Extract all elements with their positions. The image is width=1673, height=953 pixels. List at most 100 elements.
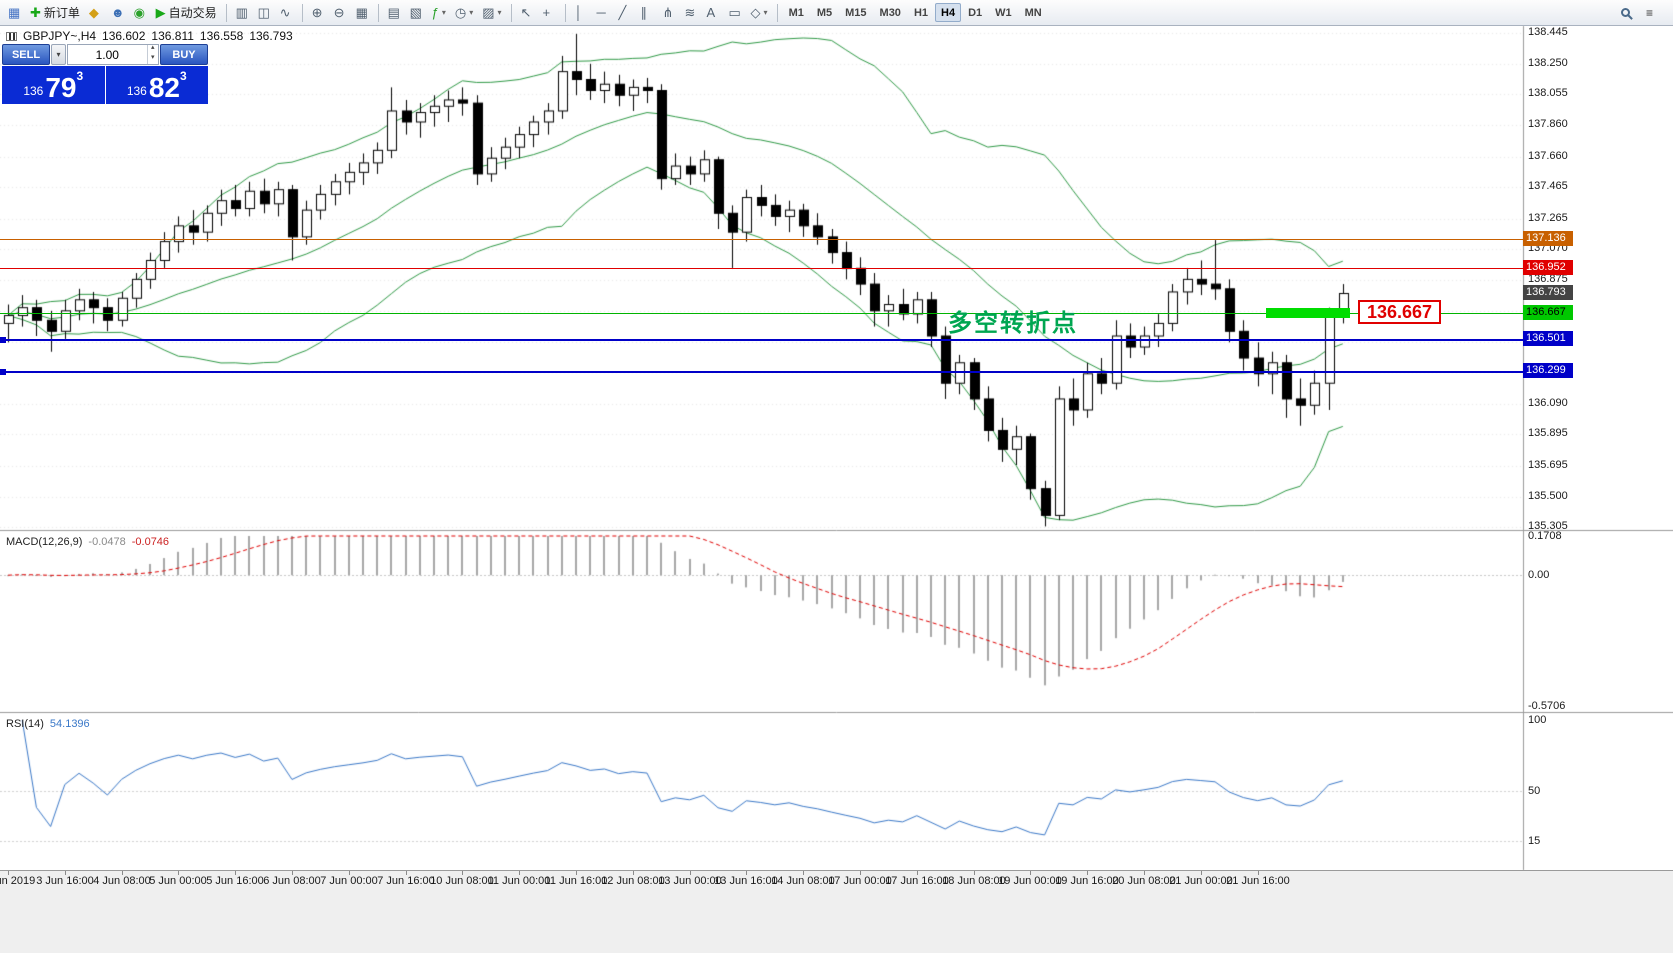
timeframe-d1-button[interactable]: D1	[962, 3, 988, 22]
time-axis-label: 21 Jun 00:00	[1169, 875, 1233, 887]
zoom-in-button[interactable]: ⊕	[308, 2, 329, 23]
new-order-button[interactable]: ✚ 新订单	[26, 2, 84, 23]
horizontal-line-136-667[interactable]	[0, 313, 1523, 314]
line-handle[interactable]	[0, 337, 6, 343]
timeframe-m5-button[interactable]: M5	[811, 3, 838, 22]
timeframe-m15-button[interactable]: M15	[839, 3, 872, 22]
time-tick	[235, 871, 236, 875]
menu-button[interactable]: ≡	[1642, 2, 1663, 23]
market-button[interactable]: ◉	[130, 2, 151, 23]
auto-scroll-icon: ▤	[387, 5, 400, 20]
buy-price-pipette: 3	[180, 69, 187, 83]
rsi-indicator-label: RSI(14) 54.1396	[6, 718, 90, 730]
buy-price-display[interactable]: 136 82 3	[105, 66, 208, 104]
bar-chart-type-button[interactable]: ▥	[232, 2, 253, 23]
rsi-name: RSI(14)	[6, 718, 44, 730]
label-button[interactable]: ▭	[725, 2, 746, 23]
price-axis[interactable]	[1523, 26, 1673, 870]
timeframe-w1-button[interactable]: W1	[989, 3, 1018, 22]
time-axis-label: 7 Jun 16:00	[377, 875, 435, 887]
indicators-button[interactable]: ƒ ▾	[428, 2, 450, 23]
periods-button[interactable]: ◷ ▾	[451, 2, 477, 23]
horizontal-line-136-299[interactable]	[0, 371, 1523, 373]
candlestick-chart-type-icon: ◫	[257, 5, 270, 20]
timeframe-h1-button[interactable]: H1	[908, 3, 934, 22]
vertical-line-button[interactable]: │	[571, 2, 592, 23]
time-tick	[690, 871, 691, 875]
time-axis-label: 3 Jun 16:00	[36, 875, 94, 887]
community-button[interactable]: ☻	[107, 2, 129, 23]
time-axis-label: 17 Jun 00:00	[828, 875, 892, 887]
volume-input[interactable]	[68, 45, 147, 64]
chart-annotation-text[interactable]: 多空转折点	[948, 310, 1078, 337]
new-chart-button[interactable]: ▦	[4, 2, 25, 23]
sell-price-prefix: 136	[23, 84, 44, 98]
search-icon	[1621, 8, 1630, 17]
search-button[interactable]	[1617, 2, 1638, 23]
pitchfork-icon: ⋔	[662, 5, 674, 20]
trendline-button[interactable]: ╱	[615, 2, 636, 23]
sell-price-display[interactable]: 136 79 3	[2, 66, 105, 104]
fibonacci-icon: ≋	[684, 5, 696, 20]
rsi-value: 54.1396	[49, 718, 90, 730]
buy-price-prefix: 136	[126, 84, 147, 98]
time-axis-label: 6 Jun 08:00	[263, 875, 321, 887]
timeframe-m30-button[interactable]: M30	[874, 3, 907, 22]
timeframe-mn-button[interactable]: MN	[1019, 3, 1048, 22]
zoom-out-button[interactable]: ⊖	[330, 2, 351, 23]
toolbar-separator	[301, 3, 303, 22]
fibonacci-button[interactable]: ≋	[681, 2, 702, 23]
time-tick	[1087, 871, 1088, 875]
sell-button[interactable]: SELL	[2, 44, 50, 65]
timeframe-h4-button[interactable]: H4	[935, 3, 962, 22]
alerts-button[interactable]: ◆	[85, 2, 106, 23]
pitchfork-button[interactable]: ⋔	[659, 2, 680, 23]
auto-trading-button[interactable]: ▶ 自动交易	[152, 2, 221, 23]
time-tick	[974, 871, 975, 875]
ohlc-low: 136.558	[199, 29, 244, 43]
community-icon: ☻	[110, 5, 125, 20]
toolbar-separator	[377, 3, 379, 22]
text-button[interactable]: A	[703, 2, 724, 23]
volume-stepper: ▴ ▾	[146, 44, 158, 64]
caret-down-icon: ▾	[497, 8, 502, 17]
cursor-button[interactable]: ↖	[517, 2, 538, 23]
market-icon: ◉	[133, 5, 145, 20]
horizontal-line-136-501[interactable]	[0, 339, 1523, 341]
horizontal-line-137-136[interactable]	[0, 239, 1523, 240]
price-axis-label: 135.695	[1528, 458, 1568, 471]
tile-windows-button[interactable]: ▦	[352, 2, 373, 23]
time-tick	[349, 871, 350, 875]
auto-scroll-button[interactable]: ▤	[384, 2, 405, 23]
templates-button[interactable]: ▨ ▾	[478, 2, 505, 23]
horizontal-line-button[interactable]: ─	[593, 2, 614, 23]
new-chart-icon: ▦	[8, 5, 21, 20]
crosshair-icon: +	[542, 5, 551, 20]
macd-indicator-label: MACD(12,26,9) -0.0478 -0.0746	[6, 536, 169, 548]
line-handle[interactable]	[0, 369, 6, 375]
price-callout-label[interactable]: 136.667	[1358, 300, 1442, 324]
timeframe-m1-button[interactable]: M1	[783, 3, 810, 22]
shapes-button[interactable]: ◇ ▾	[747, 2, 772, 23]
volume-up-icon[interactable]: ▴	[151, 44, 155, 51]
candlestick-chart-type-button[interactable]: ◫	[254, 2, 275, 23]
highlight-rectangle[interactable]	[1265, 307, 1350, 318]
time-tick	[292, 871, 293, 875]
volume-down-icon[interactable]: ▾	[151, 53, 155, 61]
crosshair-button[interactable]: +	[539, 2, 560, 23]
time-tick	[1144, 871, 1145, 875]
channel-button[interactable]: ∥	[637, 2, 658, 23]
chart-shift-button[interactable]: ▧	[406, 2, 427, 23]
horizontal-line-136-952[interactable]	[0, 268, 1523, 269]
buy-button[interactable]: BUY	[160, 44, 208, 65]
price-axis-label: 135.305	[1528, 520, 1568, 533]
order-options-dropdown[interactable]: ▾	[51, 44, 66, 65]
time-axis-label: 5 Jun 00:00	[149, 875, 207, 887]
line-chart-type-button[interactable]: ∿	[276, 2, 297, 23]
toolbar-separator	[225, 3, 227, 22]
toolbar-separator	[564, 3, 566, 22]
price-axis-label: 135.895	[1528, 427, 1568, 440]
